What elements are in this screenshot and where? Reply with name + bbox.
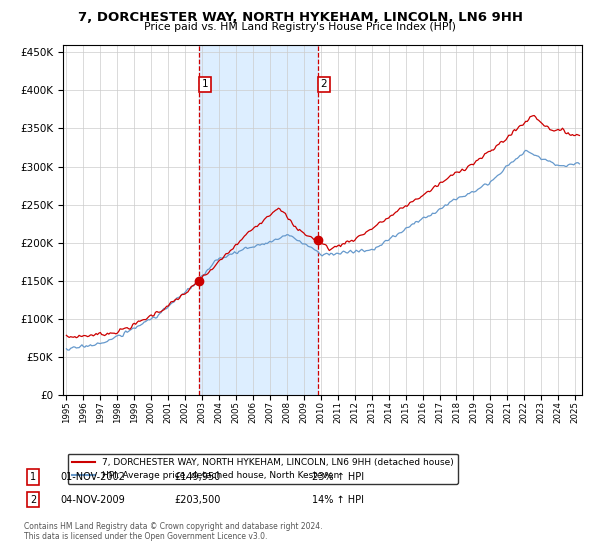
Legend: 7, DORCHESTER WAY, NORTH HYKEHAM, LINCOLN, LN6 9HH (detached house), HPI: Averag: 7, DORCHESTER WAY, NORTH HYKEHAM, LINCOL…: [68, 454, 458, 484]
Text: 2: 2: [320, 80, 327, 90]
Text: 1: 1: [30, 472, 36, 482]
Text: £203,500: £203,500: [174, 494, 220, 505]
Text: 04-NOV-2009: 04-NOV-2009: [60, 494, 125, 505]
Text: 01-NOV-2002: 01-NOV-2002: [60, 472, 125, 482]
Text: 7, DORCHESTER WAY, NORTH HYKEHAM, LINCOLN, LN6 9HH: 7, DORCHESTER WAY, NORTH HYKEHAM, LINCOL…: [77, 11, 523, 24]
Text: 14% ↑ HPI: 14% ↑ HPI: [312, 494, 364, 505]
Text: Price paid vs. HM Land Registry's House Price Index (HPI): Price paid vs. HM Land Registry's House …: [144, 22, 456, 32]
Text: 2: 2: [30, 494, 36, 505]
Text: 1: 1: [202, 80, 208, 90]
Bar: [199, 45, 318, 395]
Text: Contains HM Land Registry data © Crown copyright and database right 2024.
This d: Contains HM Land Registry data © Crown c…: [24, 522, 323, 542]
Text: £149,950: £149,950: [174, 472, 220, 482]
Text: 23% ↑ HPI: 23% ↑ HPI: [312, 472, 364, 482]
